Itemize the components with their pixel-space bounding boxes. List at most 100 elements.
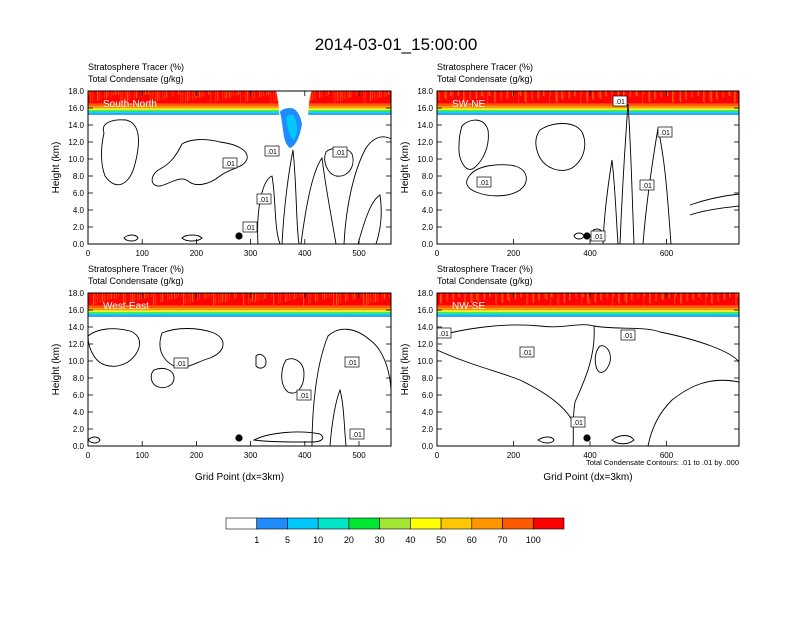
- plot-frame: [87, 90, 392, 245]
- tracer-streak: [95, 293, 97, 304]
- condensate-contour: [619, 103, 635, 244]
- tracer-streak: [546, 293, 548, 300]
- tracer-streak: [586, 91, 588, 101]
- tracer-streak: [340, 293, 342, 303]
- tracer-streak: [273, 91, 275, 103]
- tracer-streak: [736, 293, 738, 305]
- tracer-streak: [347, 293, 349, 301]
- tracer-streak: [361, 293, 363, 297]
- tracer-band: [88, 108, 391, 109]
- tracer-streak: [672, 91, 674, 102]
- tracer-band: [437, 313, 739, 315]
- tracer-streak: [108, 91, 110, 97]
- y-tick-label: 16.0: [417, 306, 433, 315]
- tracer-streak: [317, 293, 319, 301]
- tracer-streak: [438, 91, 440, 100]
- tracer-streak: [259, 91, 261, 98]
- tracer-streak: [280, 293, 282, 303]
- y-tick-label: 6.0: [73, 391, 85, 400]
- tracer-streak: [148, 91, 150, 95]
- tracer-streak: [557, 91, 559, 103]
- panel-1: .01 .01 .01 .01 .01 South-North Stratosphere T…: [51, 62, 392, 258]
- tracer-streak: [655, 293, 657, 301]
- tracer-streak: [680, 293, 682, 303]
- tracer-streak: [213, 293, 215, 305]
- tracer-streak: [660, 91, 662, 97]
- contour-label-text: .01: [225, 161, 235, 168]
- tracer-streak: [464, 293, 466, 304]
- tracer-streak: [527, 293, 529, 305]
- tracer-streak: [116, 293, 118, 298]
- y-tick-label: 18.0: [68, 289, 84, 298]
- tracer-streak: [104, 293, 106, 301]
- y-tick-label: 4.0: [422, 206, 434, 215]
- colorbar-label: 30: [375, 535, 385, 545]
- tracer-streak: [693, 293, 695, 300]
- tracer-streak: [97, 91, 99, 101]
- tracer-streak: [582, 293, 584, 297]
- tracer-streak: [129, 91, 131, 100]
- tracer-streak: [545, 293, 547, 299]
- y-tick-label: 2.0: [73, 223, 85, 232]
- tracer-streak: [384, 91, 386, 97]
- tracer-streak: [125, 91, 127, 102]
- tracer-streak: [263, 91, 265, 96]
- tracer-streak: [526, 91, 528, 103]
- tracer-streak: [240, 91, 242, 103]
- tracer-streak: [349, 91, 351, 98]
- tracer-streak: [368, 293, 370, 304]
- tracer-streak: [569, 91, 571, 99]
- y-tick-label: 12.0: [417, 138, 433, 147]
- contour-label-text: .01: [347, 360, 357, 367]
- tracer-streak: [600, 293, 602, 300]
- tracer-streak: [164, 91, 166, 99]
- tracer-streak: [241, 293, 243, 297]
- x-tick-label: 300: [244, 249, 258, 258]
- tracer-band: [88, 313, 391, 315]
- y-tick-label: 6.0: [422, 391, 434, 400]
- tracer-band: [88, 311, 391, 313]
- x-tick-label: 600: [660, 249, 674, 258]
- tracer-streak: [203, 91, 205, 96]
- contour-label: .01: [222, 157, 238, 169]
- tracer-streak: [377, 91, 379, 99]
- tracer-streak: [174, 293, 176, 299]
- plot-frame: [436, 292, 740, 447]
- contour-label-text: .01: [479, 180, 489, 187]
- tracer-streak: [629, 91, 631, 97]
- contour-label-text: .01: [642, 183, 652, 190]
- tracer-streak: [680, 91, 682, 102]
- tracer-streak: [526, 293, 528, 304]
- tracer-band: [437, 315, 739, 317]
- tracer-band: [437, 112, 739, 114]
- tracer-streak: [144, 293, 146, 299]
- tracer-streak: [234, 293, 236, 299]
- tracer-streak: [88, 91, 90, 95]
- tracer-streak: [285, 293, 287, 302]
- tracer-streak: [453, 293, 455, 300]
- y-tick-label: 4.0: [422, 408, 434, 417]
- tracer-streak: [723, 293, 725, 299]
- tracer-streak: [389, 293, 391, 298]
- tracer-streak: [623, 91, 625, 99]
- x-tick-label: 200: [190, 451, 204, 460]
- tracer-streak: [113, 91, 115, 96]
- tracer-streak: [637, 91, 639, 97]
- tracer-streak: [458, 91, 460, 96]
- tracer-streak: [507, 91, 509, 99]
- x-tick-label: 300: [244, 451, 258, 460]
- tracer-streak: [729, 293, 731, 297]
- tracer-streak: [322, 293, 324, 300]
- tracer-streak: [524, 91, 526, 101]
- tracer-streak: [724, 293, 726, 300]
- y-tick-label: 2.0: [422, 223, 434, 232]
- tracer-streak: [262, 293, 264, 300]
- x-tick-label: 400: [583, 249, 597, 258]
- tracer-streak: [266, 91, 268, 96]
- contour-label: .01: [296, 389, 312, 401]
- tracer-streak: [472, 293, 474, 304]
- tracer-streak: [294, 293, 296, 299]
- colorbar-swatch: [532, 517, 565, 530]
- tracer-streak: [287, 293, 289, 301]
- tracer-streak: [687, 293, 689, 302]
